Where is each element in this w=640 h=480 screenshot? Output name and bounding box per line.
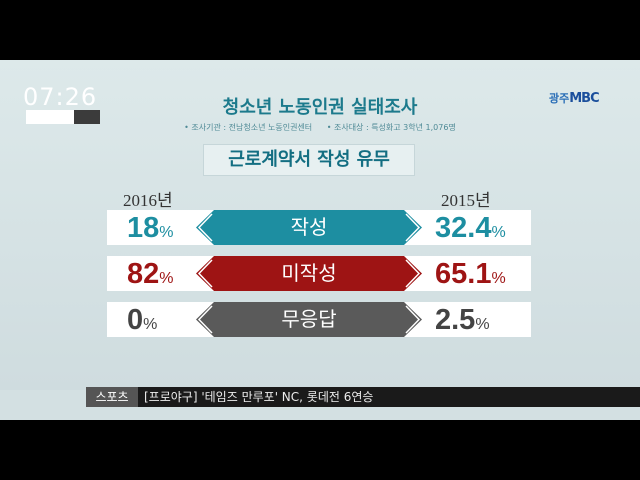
arrow-banner xyxy=(196,210,422,245)
clock: 07:26 xyxy=(23,83,98,111)
row-label: 작성 xyxy=(290,215,328,239)
value-right: 65.1% xyxy=(435,258,506,290)
broadcast-screen: 07:26 광주MBC 청소년 노동인권 실태조사 • 조사기관 : 전남청소년… xyxy=(0,60,640,420)
value-left: 0% xyxy=(127,304,158,336)
news-ticker: 스포츠 [프로야구] '테임즈 만루포' NC, 롯데전 6연승 xyxy=(86,387,640,407)
arrow-banner xyxy=(196,302,422,337)
survey-agency: • 조사기관 : 전남청소년 노동인권센터 xyxy=(184,123,313,132)
year-right: 2015년 xyxy=(441,191,491,210)
survey-target: • 조사대상 : 특성화고 3학년 1,076명 xyxy=(326,123,456,132)
row-label: 무응답 xyxy=(281,307,337,331)
row-no-response: 0% 무응답 2.5% xyxy=(107,302,531,337)
value-right: 2.5% xyxy=(435,304,490,336)
ticker-category: 스포츠 xyxy=(86,387,138,407)
value-left: 82% xyxy=(127,258,174,290)
arrow-banner xyxy=(196,256,422,291)
logo-brand: MBC xyxy=(569,91,599,106)
page-title: 청소년 노동인권 실태조사 xyxy=(222,97,418,118)
row-label: 미작성 xyxy=(281,261,337,285)
year-left: 2016년 xyxy=(123,191,173,210)
station-logo: 광주MBC xyxy=(549,90,600,106)
row-written: 18% 작성 32.4% xyxy=(107,210,531,245)
clock-bar-segment xyxy=(26,110,74,124)
clock-bar xyxy=(26,110,100,124)
subtitle: • 조사기관 : 전남청소년 노동인권센터 • 조사대상 : 특성화고 3학년 … xyxy=(0,122,640,133)
subheading: 근로계약서 작성 유무 xyxy=(203,144,415,176)
row-not-written: 82% 미작성 65.1% xyxy=(107,256,531,291)
value-left: 18% xyxy=(127,212,174,244)
logo-region: 광주 xyxy=(549,92,570,105)
value-right: 32.4% xyxy=(435,212,506,244)
ticker-text: [프로야구] '테임즈 만루포' NC, 롯데전 6연승 xyxy=(144,390,374,404)
